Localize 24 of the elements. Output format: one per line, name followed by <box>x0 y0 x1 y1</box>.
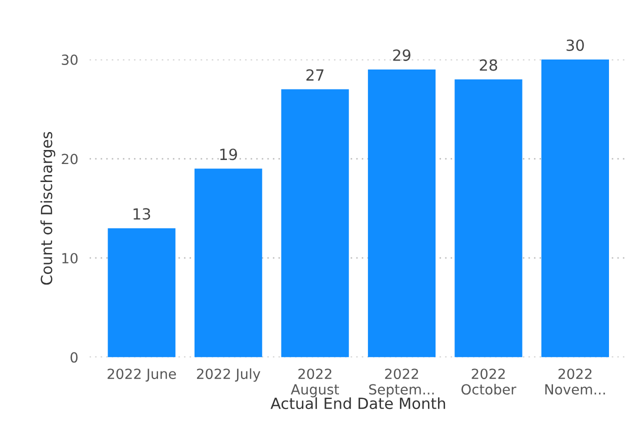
bar <box>108 228 176 358</box>
x-axis-title: Actual End Date Month <box>270 397 446 410</box>
data-label: 28 <box>480 59 498 71</box>
x-tick-label: 2022 Septem... <box>369 368 434 398</box>
bar <box>368 69 436 358</box>
x-tick-label: 2022 August <box>290 368 340 398</box>
y-tick-label: 30 <box>62 54 78 66</box>
y-axis-title: Count of Discharges <box>40 132 56 285</box>
bar <box>281 89 349 358</box>
x-tick-label: 2022 June <box>108 368 176 382</box>
y-tick-label: 10 <box>62 252 78 264</box>
bar <box>194 168 262 358</box>
x-tick-label: 2022 Novem... <box>545 368 605 395</box>
data-label: 19 <box>220 148 237 160</box>
bar <box>541 60 609 358</box>
data-label: 13 <box>134 208 150 220</box>
x-tick-label: 2022 July <box>196 368 260 382</box>
y-tick-label: 0 <box>70 352 78 363</box>
data-label: 27 <box>306 69 324 81</box>
data-label: 29 <box>393 49 410 61</box>
bar <box>454 79 522 358</box>
x-tick-label: 2022 October <box>461 368 516 395</box>
y-tick-label: 20 <box>62 154 78 164</box>
data-label: 30 <box>566 39 584 52</box>
